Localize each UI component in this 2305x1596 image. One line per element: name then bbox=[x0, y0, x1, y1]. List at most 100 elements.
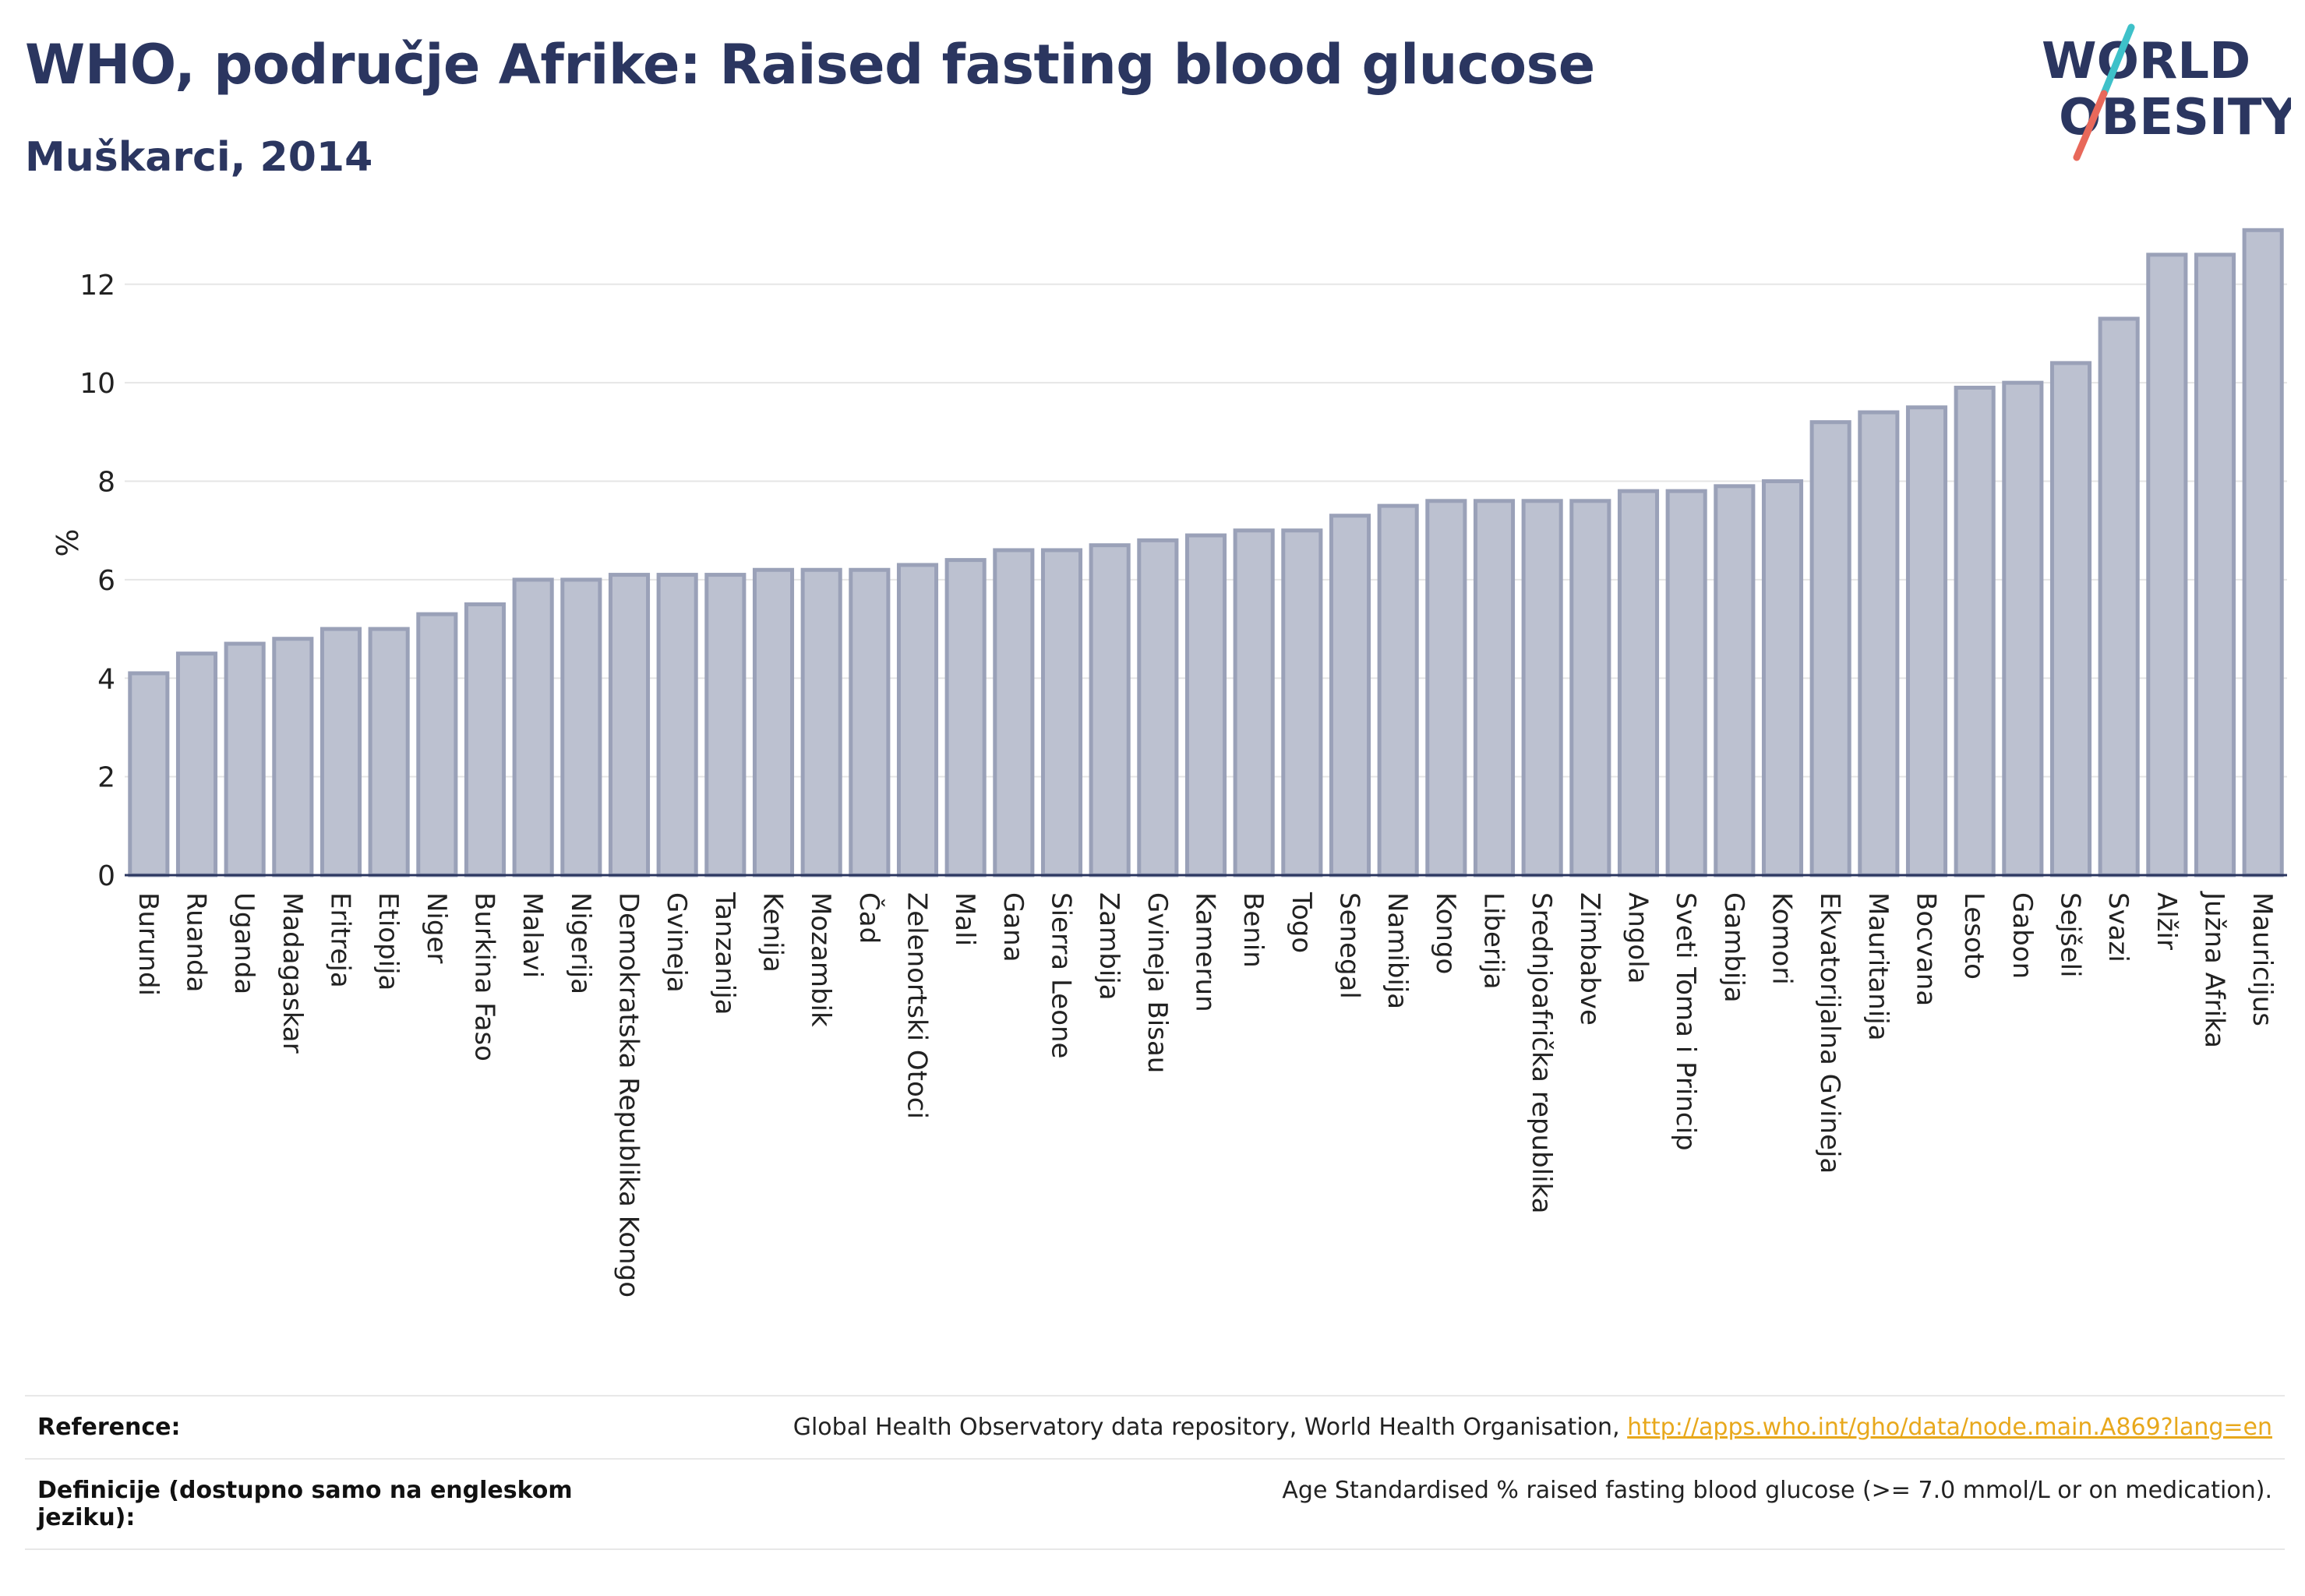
y-tick-label: 8 bbox=[97, 467, 115, 499]
bar bbox=[368, 627, 410, 877]
bar bbox=[272, 637, 314, 877]
bar bbox=[464, 602, 507, 877]
bar bbox=[1329, 514, 1371, 877]
bar bbox=[1714, 484, 1756, 877]
bar bbox=[560, 577, 602, 877]
x-tick-label: Mauritanija bbox=[1862, 892, 1894, 1041]
reference-label: Reference: bbox=[37, 1414, 181, 1441]
x-tick-label: Gvineja Bisau bbox=[1142, 892, 1173, 1073]
x-tick-label: Etiopija bbox=[372, 892, 404, 990]
x-tick-label: Togo bbox=[1286, 892, 1317, 953]
bar bbox=[1665, 489, 1707, 877]
definition-row: Definicije (dostupno samo na engleskom j… bbox=[25, 1459, 2285, 1549]
bar bbox=[2146, 252, 2188, 877]
bar bbox=[1184, 533, 1227, 877]
bar bbox=[1617, 489, 1660, 877]
bar bbox=[1569, 499, 1611, 877]
bar bbox=[800, 567, 842, 877]
x-tick-label: Sveti Toma i Princip bbox=[1670, 892, 1701, 1151]
bar bbox=[1377, 503, 1419, 877]
bar bbox=[1761, 479, 1804, 877]
bar bbox=[1233, 528, 1275, 877]
x-tick-label: Senegal bbox=[1334, 892, 1365, 999]
x-tick-label: Gana bbox=[997, 892, 1029, 962]
bar bbox=[416, 612, 458, 877]
x-tick-label: Ruanda bbox=[181, 892, 212, 992]
x-tick-label: Ekvatorijalna Gvineja bbox=[1814, 892, 1845, 1174]
x-tick-label: Sejšeli bbox=[2055, 892, 2086, 977]
x-tick-label: Burundi bbox=[132, 892, 164, 996]
x-tick-label: Zimbabve bbox=[1574, 892, 1605, 1026]
bar bbox=[1521, 499, 1563, 877]
bar bbox=[656, 573, 698, 877]
x-tick-label: Benin bbox=[1237, 892, 1269, 968]
bar bbox=[752, 567, 795, 877]
definition-value: Age Standardised % raised fasting blood … bbox=[1282, 1477, 2272, 1504]
bar bbox=[319, 627, 362, 877]
y-tick-label: 6 bbox=[97, 565, 115, 597]
x-tick-label: Mali bbox=[949, 892, 980, 946]
bar bbox=[849, 567, 891, 877]
x-tick-label: Srednjoafrička republika bbox=[1526, 892, 1557, 1213]
reference-value: Global Health Observatory data repositor… bbox=[595, 1396, 2285, 1459]
bar bbox=[1089, 543, 1131, 877]
x-tick-label: Bocvana bbox=[1911, 892, 1942, 1006]
bar bbox=[704, 573, 747, 877]
bar bbox=[1905, 405, 1948, 877]
bar bbox=[2049, 361, 2092, 877]
x-tick-label: Svazi bbox=[2102, 892, 2134, 962]
y-tick-label: 4 bbox=[97, 663, 115, 695]
x-tick-label: Namibija bbox=[1382, 892, 1413, 1009]
bar bbox=[2098, 316, 2140, 877]
x-tick-label: Kongo bbox=[1430, 892, 1461, 974]
x-tick-label: Kamerun bbox=[1190, 892, 1221, 1012]
bar bbox=[512, 577, 554, 877]
bar bbox=[1858, 410, 1900, 877]
bar bbox=[1137, 538, 1179, 877]
bar bbox=[1473, 499, 1516, 877]
bar bbox=[993, 548, 1035, 877]
bar bbox=[1809, 420, 1851, 877]
bar bbox=[608, 573, 651, 877]
bar bbox=[1040, 548, 1083, 877]
x-tick-label: Gvineja bbox=[661, 892, 692, 993]
x-tick-label: Komori bbox=[1767, 892, 1798, 985]
x-axis-labels: Burundi Ruanda Uganda Madagaskar Eritreja Eti… bbox=[132, 891, 2278, 1298]
logo-line1: WORLD bbox=[2042, 33, 2250, 90]
x-tick-label: Madagaskar bbox=[277, 892, 308, 1054]
bar bbox=[2002, 380, 2044, 877]
x-tick-label: Gabon bbox=[2007, 892, 2038, 979]
bar bbox=[896, 563, 939, 877]
logo-slash-red bbox=[2073, 90, 2108, 161]
x-tick-label: Nigerija bbox=[565, 892, 596, 994]
chart-subtitle: Muškarci, 2014 bbox=[25, 134, 373, 181]
reference-row: Reference: Global Health Observatory dat… bbox=[25, 1396, 2285, 1459]
x-tick-label: Gambija bbox=[1718, 892, 1749, 1003]
x-tick-label: Južna Afrika bbox=[2199, 891, 2230, 1048]
x-tick-label: Liberija bbox=[1478, 892, 1509, 990]
reference-link[interactable]: http://apps.who.int/gho/data/node.main.A… bbox=[1627, 1414, 2272, 1441]
definition-label: Definicije (dostupno samo na engleskom j… bbox=[37, 1477, 573, 1531]
reference-text: Global Health Observatory data repositor… bbox=[792, 1414, 1628, 1441]
chart-title: WHO, područje Afrike: Raised fasting blo… bbox=[25, 33, 1595, 97]
bar bbox=[2242, 228, 2284, 877]
bars bbox=[128, 228, 2284, 877]
footer-table: Reference: Global Health Observatory dat… bbox=[25, 1395, 2285, 1550]
x-tick-label: Alžir bbox=[2151, 892, 2182, 950]
logo-slash-teal bbox=[2100, 23, 2135, 97]
x-tick-label: Eritreja bbox=[325, 892, 356, 988]
bar bbox=[1281, 528, 1323, 877]
x-tick-label: Lesoto bbox=[1958, 892, 1989, 980]
bar bbox=[175, 651, 218, 877]
y-tick-label: 10 bbox=[79, 368, 115, 400]
x-tick-label: Čad bbox=[853, 892, 885, 944]
y-tick-label: 12 bbox=[79, 270, 115, 302]
world-obesity-logo: WORLD OBESITY bbox=[2042, 23, 2291, 161]
x-tick-label: Niger bbox=[421, 892, 452, 963]
bar-chart: 0 2 4 6 8 10 12 Burundi Ruanda Uganda Madagaskar E… bbox=[49, 228, 2287, 1298]
x-tick-label: Angola bbox=[1622, 892, 1654, 983]
y-axis-title: % bbox=[49, 528, 83, 556]
y-tick-label: 2 bbox=[97, 762, 115, 794]
x-tick-label: Malavi bbox=[517, 892, 548, 978]
x-tick-label: Mauricijus bbox=[2247, 892, 2278, 1026]
